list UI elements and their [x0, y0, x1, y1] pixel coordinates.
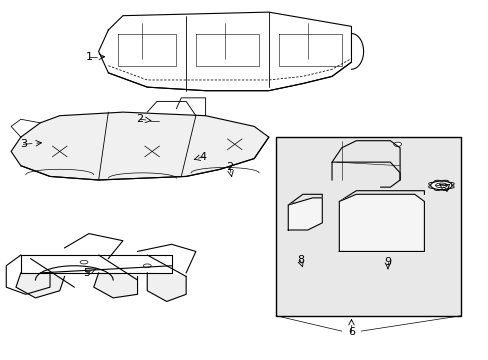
Polygon shape: [16, 273, 64, 298]
Ellipse shape: [393, 142, 401, 147]
Bar: [362, 232, 376, 248]
Bar: [276, 137, 460, 316]
Bar: [344, 210, 358, 226]
Ellipse shape: [143, 264, 151, 267]
Text: 4: 4: [199, 152, 206, 162]
Ellipse shape: [80, 260, 88, 264]
Ellipse shape: [430, 181, 451, 190]
Text: 7: 7: [442, 184, 449, 194]
Text: 9: 9: [384, 257, 391, 267]
Bar: [292, 211, 312, 217]
Polygon shape: [11, 112, 268, 180]
Polygon shape: [339, 194, 424, 251]
Bar: [380, 210, 395, 226]
Text: 3: 3: [20, 139, 27, 149]
Text: 1: 1: [85, 52, 92, 62]
Text: 2: 2: [226, 162, 233, 172]
Bar: [362, 210, 376, 226]
Bar: [344, 232, 358, 248]
Text: 6: 6: [347, 327, 354, 337]
Ellipse shape: [435, 183, 447, 188]
Ellipse shape: [145, 117, 163, 125]
Bar: [292, 220, 312, 226]
Bar: [399, 232, 413, 248]
Polygon shape: [94, 273, 137, 298]
Ellipse shape: [27, 275, 34, 278]
Polygon shape: [287, 198, 322, 230]
Bar: [399, 210, 413, 226]
Text: 8: 8: [296, 255, 304, 265]
Ellipse shape: [149, 119, 159, 123]
Bar: [292, 202, 312, 208]
Polygon shape: [147, 273, 186, 301]
Text: 2: 2: [136, 114, 143, 124]
Text: 5: 5: [83, 268, 90, 278]
Bar: [380, 232, 395, 248]
